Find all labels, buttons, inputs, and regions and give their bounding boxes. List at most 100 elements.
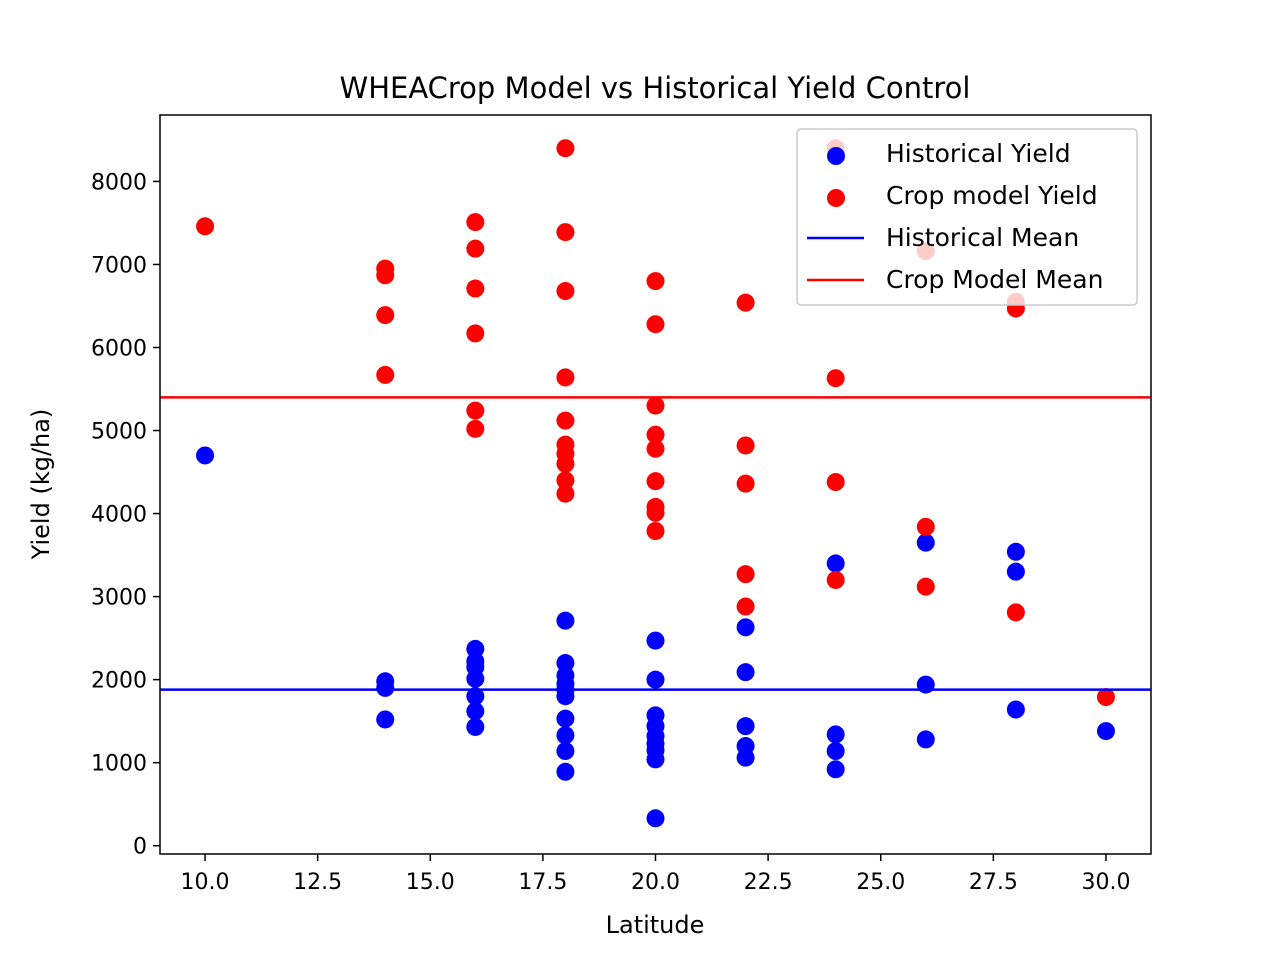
crop-model-yield-point (736, 474, 755, 493)
historical-yield-point (736, 663, 755, 682)
historical-yield-point (466, 702, 485, 721)
series-crop-model-yield (196, 139, 1115, 707)
historical-yield-point (826, 725, 845, 744)
historical-yield-point (646, 809, 665, 828)
crop-model-yield-point (1006, 603, 1025, 622)
x-axis-label: Latitude (606, 911, 705, 939)
series-historical-yield (196, 446, 1115, 828)
crop-model-yield-point (646, 425, 665, 444)
historical-yield-point (916, 730, 935, 749)
historical-yield-point (556, 687, 575, 706)
legend-marker (827, 189, 845, 207)
historical-yield-point (196, 446, 215, 465)
historical-yield-point (556, 762, 575, 781)
crop-model-yield-point (466, 324, 485, 343)
crop-model-yield-point (376, 365, 395, 384)
historical-yield-point (646, 750, 665, 769)
crop-model-yield-point (826, 473, 845, 492)
historical-yield-point (556, 709, 575, 728)
historical-yield-point (466, 687, 485, 706)
historical-yield-point (646, 670, 665, 689)
y-tick-label: 8000 (91, 170, 147, 195)
historical-yield-point (826, 554, 845, 573)
crop-model-yield-point (826, 570, 845, 589)
crop-model-yield-point (556, 484, 575, 503)
historical-yield-point (916, 675, 935, 694)
legend-item-crop-model-yield: Crop model Yield (827, 181, 1098, 210)
plot-area: 10.0 12.5 15.0 17.5 20.0 22.5 25.0 27.5 30.0 0 10… (91, 114, 1152, 895)
crop-model-yield-point (556, 223, 575, 242)
crop-model-yield-point (1096, 688, 1115, 707)
y-axis-label: Yield (kg/ha) (27, 409, 55, 561)
historical-yield-point (466, 669, 485, 688)
crop-model-yield-point (736, 436, 755, 455)
x-tick-label: 27.5 (969, 870, 1018, 895)
x-tick-label: 30.0 (1081, 870, 1130, 895)
crop-model-yield-point (736, 565, 755, 584)
crop-model-yield-point (466, 401, 485, 420)
crop-model-yield-point (466, 213, 485, 232)
historical-yield-point (1006, 542, 1025, 561)
historical-yield-point (556, 726, 575, 745)
crop-model-yield-point (646, 503, 665, 522)
y-tick-label: 7000 (91, 253, 147, 278)
crop-model-yield-point (916, 577, 935, 596)
historical-yield-point (466, 717, 485, 736)
crop-model-yield-point (376, 266, 395, 285)
historical-yield-point (826, 760, 845, 779)
legend-item-historical-mean: Historical Mean (807, 223, 1079, 252)
crop-model-yield-point (556, 282, 575, 301)
crop-model-yield-point (646, 315, 665, 334)
historical-yield-point (916, 533, 935, 552)
crop-model-yield-point (646, 521, 665, 540)
legend: Historical Yield Crop model Yield Historic… (796, 128, 1138, 306)
crop-model-yield-point (466, 419, 485, 438)
legend-marker (827, 147, 845, 165)
historical-yield-point (376, 678, 395, 697)
y-tick-label: 6000 (91, 336, 147, 361)
crop-model-yield-point (466, 279, 485, 298)
legend-frame (796, 128, 1138, 306)
historical-yield-point (736, 717, 755, 736)
crop-model-yield-point (646, 472, 665, 491)
crop-model-yield-point (556, 139, 575, 158)
historical-yield-point (376, 710, 395, 729)
x-tick-label: 25.0 (856, 870, 905, 895)
y-tick-label: 0 (133, 835, 147, 860)
y-tick-label: 5000 (91, 420, 147, 445)
y-tick-label: 3000 (91, 586, 147, 611)
legend-item-crop-model-mean: Crop Model Mean (807, 265, 1103, 294)
crop-model-yield-point (916, 517, 935, 536)
x-tick-label: 22.5 (744, 870, 793, 895)
legend-label: Historical Mean (886, 223, 1079, 252)
legend-label: Historical Yield (886, 139, 1071, 168)
historical-yield-point (646, 631, 665, 650)
historical-yield-point (1006, 562, 1025, 581)
crop-model-yield-point (556, 411, 575, 430)
crop-model-yield-point (736, 597, 755, 616)
historical-yield-point (1096, 722, 1115, 741)
legend-label: Crop model Yield (886, 181, 1098, 210)
x-tick-label: 15.0 (406, 870, 455, 895)
crop-model-yield-point (466, 239, 485, 258)
historical-yield-point (556, 611, 575, 630)
legend-label: Crop Model Mean (886, 265, 1103, 294)
crop-model-yield-point (556, 471, 575, 490)
y-tick-label: 1000 (91, 752, 147, 777)
x-tick-label: 10.0 (181, 870, 230, 895)
crop-model-yield-point (556, 368, 575, 387)
crop-model-yield-point (646, 272, 665, 291)
y-tick-label: 4000 (91, 503, 147, 528)
historical-yield-point (1006, 700, 1025, 719)
crop-model-yield-point (376, 306, 395, 325)
y-tick-label: 2000 (91, 669, 147, 694)
crop-model-yield-point (646, 396, 665, 415)
historical-yield-point (466, 639, 485, 658)
historical-yield-point (736, 748, 755, 767)
crop-model-yield-point (826, 369, 845, 388)
crop-model-yield-point (196, 217, 215, 236)
historical-yield-point (736, 618, 755, 637)
crop-model-yield-point (736, 293, 755, 312)
x-tick-label: 17.5 (518, 870, 567, 895)
